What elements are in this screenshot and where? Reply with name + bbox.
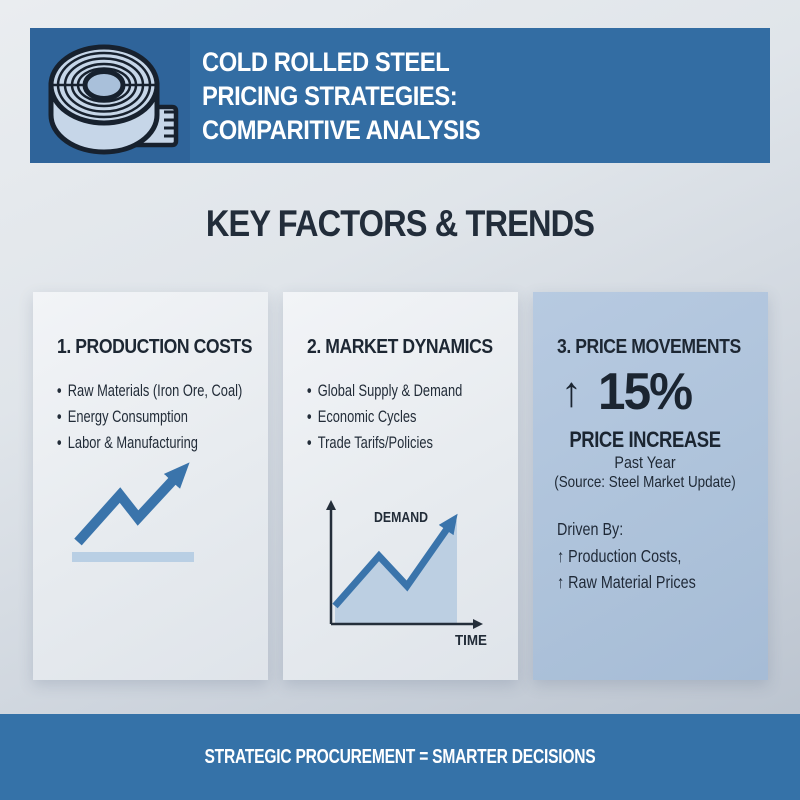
bullet-text: Energy Consumption xyxy=(67,408,188,426)
footer-tagline: STRATEGIC PROCUREMENT = SMARTER DECISION… xyxy=(204,746,596,768)
chart-area-fill xyxy=(335,520,457,624)
bullet-dot: • xyxy=(57,408,62,426)
bullet-text: Economic Cycles xyxy=(317,408,417,426)
card-market-dynamics: 2. MARKET DYNAMICS • Global Supply & Dem… xyxy=(283,292,518,680)
bullet-text: Global Supply & Demand xyxy=(317,382,463,400)
bullet-text: Raw Materials (Iron Ore, Coal) xyxy=(67,382,243,400)
bullet-item: • Economic Cycles xyxy=(307,404,472,430)
steel-coil-icon xyxy=(48,44,179,155)
header-banner: COLD ROLLED STEEL PRICING STRATEGIES: CO… xyxy=(30,28,770,163)
y-axis-arrowhead xyxy=(326,500,336,510)
stat-label: PRICE INCREASE xyxy=(569,427,721,452)
title-line-1: COLD ROLLED STEEL xyxy=(202,47,450,77)
bullet-item: • Trade Tarifs/Policies xyxy=(307,430,472,456)
title-line-2: PRICING STRATEGIES: xyxy=(202,81,458,111)
x-axis-label: TIME xyxy=(455,633,487,649)
up-arrow-glyph: ↑ xyxy=(561,368,582,415)
title-line-3: COMPARITIVE ANALYSIS xyxy=(202,115,481,145)
bullet-text: Trade Tarifs/Policies xyxy=(317,434,433,452)
steel-coil-tile xyxy=(30,28,190,163)
bullet-item: • Raw Materials (Iron Ore, Coal) xyxy=(57,378,242,404)
stat-caption-block: PRICE INCREASE Past Year (Source: Steel … xyxy=(551,428,739,493)
bullet-item: • Labor & Manufacturing xyxy=(57,430,222,456)
bullet-dot: • xyxy=(307,434,312,452)
bullet-item: • Energy Consumption xyxy=(57,404,222,430)
bullet-dot: • xyxy=(57,382,62,400)
card-price-movements: 3. PRICE MOVEMENTS ↑ 15% PRICE INCREASE … xyxy=(533,292,768,680)
y-axis-label: DEMAND xyxy=(374,510,428,526)
bullet-dot: • xyxy=(307,408,312,426)
bullet-text: Labor & Manufacturing xyxy=(67,434,198,452)
card-1-bullets: • Raw Materials (Iron Ore, Coal) • Energ… xyxy=(57,378,242,456)
trend-up-arrow-icon xyxy=(72,462,194,562)
card-2-bullets: • Global Supply & Demand • Economic Cycl… xyxy=(307,378,472,456)
chart-axes xyxy=(329,508,473,626)
card-2-heading: 2. MARKET DYNAMICS xyxy=(307,336,493,358)
demand-time-chart: DEMAND TIME xyxy=(326,500,487,649)
card-production-costs: 1. PRODUCTION COSTS • Raw Materials (Iro… xyxy=(33,292,268,680)
stat-period: Past Year xyxy=(614,453,676,472)
section-title: KEY FACTORS & TRENDS xyxy=(205,203,595,244)
baseline-bar xyxy=(72,552,194,562)
driver-item: ↑ Production Costs, xyxy=(557,545,682,566)
bullet-item: • Global Supply & Demand xyxy=(307,378,472,404)
card-1-heading: 1. PRODUCTION COSTS xyxy=(57,336,253,358)
driver-item: ↑ Raw Material Prices xyxy=(557,572,696,592)
page-title: COLD ROLLED STEEL PRICING STRATEGIES: CO… xyxy=(202,45,481,147)
drivers-title: Driven By: xyxy=(557,519,624,539)
bullet-dot: • xyxy=(307,382,312,400)
drivers-block: Driven By: ↑ Production Costs, ↑ Raw Mat… xyxy=(557,516,696,596)
demand-line xyxy=(332,513,458,609)
price-increase-stat: ↑ 15% xyxy=(561,366,696,418)
card-3-heading: 3. PRICE MOVEMENTS xyxy=(557,336,741,358)
stat-value: 15% xyxy=(598,363,693,421)
stat-source: (Source: Steel Market Update) xyxy=(554,474,736,491)
bullet-dot: • xyxy=(57,434,62,452)
footer-banner: STRATEGIC PROCUREMENT = SMARTER DECISION… xyxy=(0,714,800,800)
x-axis-arrowhead xyxy=(473,619,483,629)
